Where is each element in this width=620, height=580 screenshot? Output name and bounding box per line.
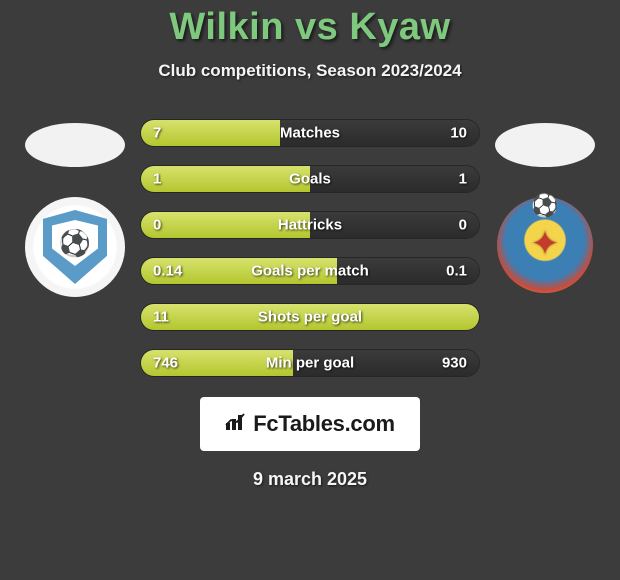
stat-label: Shots per goal <box>141 309 479 326</box>
main-row: 710Matches 11Goals 00Hattricks 0.140.1Goals… <box>0 117 620 377</box>
stat-label: Matches <box>141 125 479 142</box>
stat-label: Goals per match <box>141 263 479 280</box>
brand-chart-icon <box>225 413 247 435</box>
soccer-icon: ⚽ <box>531 193 558 219</box>
crest-icon: ✦ <box>497 224 593 264</box>
subtitle: Club competitions, Season 2023/2024 <box>0 61 620 81</box>
stat-bar: 746930Min per goal <box>140 349 480 377</box>
stats-column: 710Matches 11Goals 00Hattricks 0.140.1Goals… <box>140 117 480 377</box>
stat-label: Min per goal <box>141 355 479 372</box>
brand-box[interactable]: FcTables.com <box>200 397 420 451</box>
player-left-avatar <box>25 123 125 167</box>
stat-bar: 11Shots per goal <box>140 303 480 331</box>
player-left-col <box>20 117 130 297</box>
stat-label: Goals <box>141 171 479 188</box>
club-badge-left <box>25 197 125 297</box>
brand-text: FcTables.com <box>253 411 394 437</box>
stat-bar: 11Goals <box>140 165 480 193</box>
stat-bar: 710Matches <box>140 119 480 147</box>
infographic-container: Wilkin vs Kyaw Club competitions, Season… <box>0 0 620 490</box>
player-right-col: ⚽ ✦ <box>490 117 600 293</box>
player-right-avatar <box>495 123 595 167</box>
date-text: 9 march 2025 <box>0 469 620 490</box>
title: Wilkin vs Kyaw <box>0 6 620 49</box>
stat-bar: 00Hattricks <box>140 211 480 239</box>
club-badge-right: ⚽ ✦ <box>497 197 593 293</box>
stat-bar: 0.140.1Goals per match <box>140 257 480 285</box>
shield-icon <box>43 210 107 284</box>
stat-label: Hattricks <box>141 217 479 234</box>
